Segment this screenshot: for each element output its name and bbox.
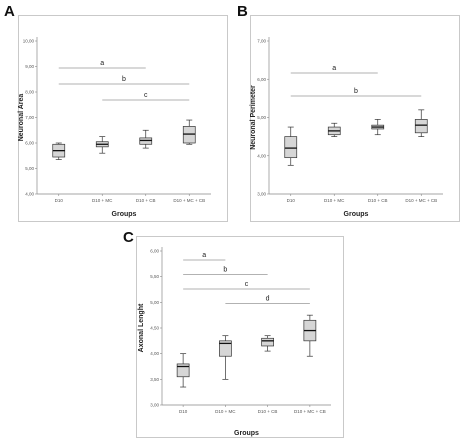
y-tick-label: 5,00 (25, 166, 34, 171)
y-tick-label: 5,00 (257, 115, 266, 120)
y-tick-label: 6,00 (257, 77, 266, 82)
chart-panel-a: 4,00 5,00 6,00 7,00 8,00 9,00 10,00 D10 D10 + MC… (18, 15, 228, 222)
y-tick-label: 3,00 (257, 192, 266, 197)
y-axis-title: Axonal Lenght (138, 303, 145, 352)
panel-label-b: B (237, 3, 248, 20)
x-tick-label: D10 + MC + CB (173, 198, 205, 203)
comparison-label: b (354, 88, 358, 95)
comparison-label: c (144, 92, 148, 99)
chart-panel-c: 3,00 3,50 4,00 4,50 5,00 5,50 6,00 D10 D10 + MC D… (136, 236, 344, 438)
box-iqr (219, 340, 232, 357)
box-iqr (284, 136, 298, 159)
comparison-label: a (202, 252, 206, 259)
y-tick-label: 4,00 (257, 153, 266, 158)
comparison-label: b (122, 76, 126, 83)
x-tick-label: D10 + MC (92, 198, 113, 203)
x-tick-label: D10 + CB (136, 198, 156, 203)
x-tick-label: D10 (179, 409, 188, 414)
x-axis-title: Groups (112, 211, 137, 218)
y-tick-label: 8,00 (25, 90, 34, 95)
x-axis-title: Groups (234, 430, 259, 437)
y-tick-label: 6,00 (25, 141, 34, 146)
chart-panel-b: 3,00 4,00 5,00 6,00 7,00 D10 D10 + MC D10 + CB D… (250, 15, 460, 222)
x-tick-label: D10 + MC (324, 198, 345, 203)
comparison-label: a (332, 65, 336, 72)
x-tick-label: D10 + CB (258, 409, 278, 414)
box-iqr (414, 119, 428, 134)
y-tick-label: 5,00 (150, 300, 159, 305)
y-tick-label: 3,50 (150, 377, 159, 382)
boxplot-chart-a: 4,00 5,00 6,00 7,00 8,00 9,00 10,00 D10 D10 + MC… (18, 37, 211, 218)
comparison-label: b (223, 267, 227, 274)
panel-label-c: C (123, 229, 134, 246)
y-tick-label: 7,00 (25, 115, 34, 120)
y-axis-title: Neuronal Perimeter (250, 85, 257, 150)
panel-label-a: A (4, 3, 15, 20)
y-tick-label: 7,00 (257, 39, 266, 44)
y-tick-label: 9,00 (25, 64, 34, 69)
comparison-label: a (100, 60, 104, 67)
x-tick-label: D10 (55, 198, 64, 203)
box-iqr (261, 337, 274, 347)
x-tick-label: D10 (287, 198, 296, 203)
x-tick-label: D10 + CB (368, 198, 388, 203)
boxplot-chart-b: 3,00 4,00 5,00 6,00 7,00 D10 D10 + MC D10 + CB D… (250, 37, 443, 218)
x-axis-title: Groups (344, 211, 369, 218)
y-tick-label: 3,00 (150, 403, 159, 408)
x-tick-label: D10 + MC + CB (294, 409, 326, 414)
y-tick-label: 4,00 (150, 351, 159, 356)
y-tick-label: 4,00 (25, 192, 34, 197)
x-tick-label: D10 + MC (215, 409, 236, 414)
y-tick-label: 4,50 (150, 326, 159, 331)
comparison-label: c (245, 281, 249, 288)
y-axis-title: Neuronal Area (18, 94, 25, 142)
y-tick-label: 10,00 (23, 39, 35, 44)
comparison-label: d (266, 296, 270, 303)
x-tick-label: D10 + MC + CB (405, 198, 437, 203)
y-tick-label: 6,00 (150, 249, 159, 254)
y-tick-label: 5,50 (150, 274, 159, 279)
boxplot-chart-c: 3,00 3,50 4,00 4,50 5,00 5,50 6,00 D10 D10 + MC D… (138, 247, 331, 437)
